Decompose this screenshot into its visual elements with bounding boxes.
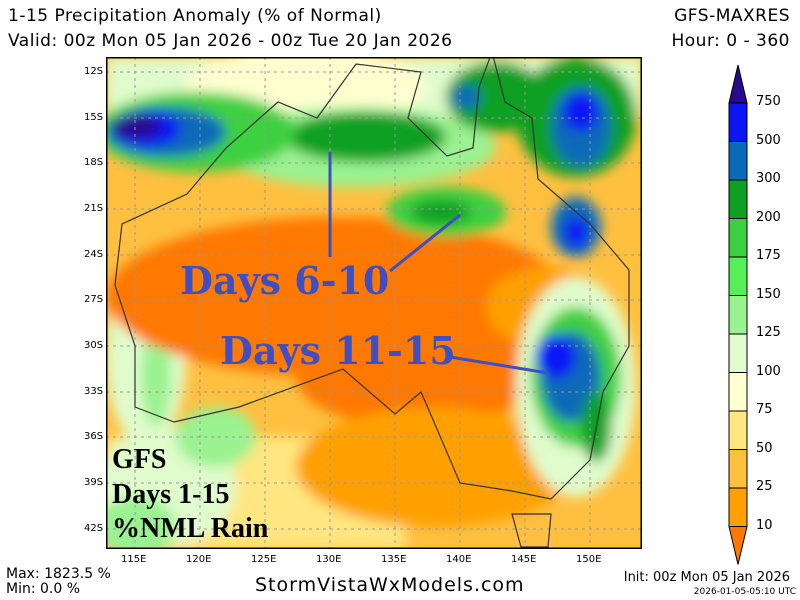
colorbar-segment bbox=[728, 410, 748, 450]
lon-tick: 140E bbox=[446, 554, 472, 565]
init-time: Init: 00z Mon 05 Jan 2026 bbox=[623, 570, 790, 585]
colorbar-label: 125 bbox=[756, 325, 781, 340]
lon-tick: 130E bbox=[316, 554, 342, 565]
lon-tick: 135E bbox=[381, 554, 407, 565]
model-name: GFS-MAXRES bbox=[674, 6, 790, 26]
tasmania-coastline bbox=[511, 513, 552, 548]
overlay-model-label: GFS bbox=[112, 444, 167, 475]
lat-tick: 21S bbox=[84, 203, 104, 214]
site-watermark: StormVistaWxModels.com bbox=[255, 574, 525, 596]
lat-tick: 42S bbox=[84, 523, 104, 534]
colorbar-segment bbox=[728, 333, 748, 373]
colorbar-segment bbox=[728, 179, 748, 219]
colorbar-bottom-arrow bbox=[728, 526, 748, 565]
lat-tick: 24S bbox=[84, 249, 104, 260]
colorbar-label: 50 bbox=[756, 440, 773, 456]
colorbar-label: 500 bbox=[756, 132, 781, 148]
valid-period: Valid: 00z Mon 05 Jan 2026 - 00z Tue 20 … bbox=[8, 31, 453, 51]
colorbar-segment bbox=[728, 372, 748, 412]
lat-tick: 27S bbox=[84, 294, 104, 305]
lat-tick: 15S bbox=[84, 112, 104, 123]
lat-tick: 36S bbox=[84, 431, 104, 442]
lon-tick: 145E bbox=[511, 554, 537, 565]
colorbar-label: 100 bbox=[756, 363, 781, 379]
lat-tick: 33S bbox=[84, 386, 104, 397]
colorbar-label: 25 bbox=[756, 479, 773, 494]
colorbar-segment bbox=[728, 449, 748, 489]
lat-tick: 30S bbox=[84, 340, 104, 351]
australia-coastline bbox=[114, 57, 630, 500]
colorbar-segment bbox=[728, 102, 748, 142]
generated-timestamp: 2026-01-05-05:10 UTC bbox=[693, 587, 796, 597]
colorbar-label: 10 bbox=[756, 517, 773, 533]
colorbar-label: 75 bbox=[756, 402, 773, 417]
colorbar-label: 175 bbox=[756, 248, 781, 263]
max-value: Max: 1823.5 % bbox=[6, 566, 111, 582]
overlay-period-label: Days 1-15 bbox=[112, 479, 230, 510]
overlay-variable-label: %NML Rain bbox=[112, 513, 269, 544]
graticule bbox=[106, 57, 642, 549]
colorbar-segment bbox=[728, 256, 748, 296]
colorbar bbox=[728, 64, 748, 565]
lat-tick: 18S bbox=[84, 157, 104, 168]
days-11-15-label: Days 11-15 bbox=[220, 328, 456, 373]
min-value: Min: 0.0 % bbox=[6, 581, 81, 597]
colorbar-segment bbox=[728, 218, 748, 258]
colorbar-segment bbox=[728, 141, 748, 181]
colorbar-segment bbox=[728, 487, 748, 527]
colorbar-label: 300 bbox=[756, 171, 781, 186]
colorbar-label: 750 bbox=[756, 94, 781, 109]
lat-tick: 12S bbox=[84, 66, 104, 77]
lat-tick: 39S bbox=[84, 477, 104, 488]
colorbar-segment bbox=[728, 295, 748, 335]
annotation-pointers bbox=[328, 152, 549, 375]
lon-tick: 120E bbox=[186, 554, 212, 565]
lon-tick: 125E bbox=[251, 554, 277, 565]
chart-title: 1-15 Precipitation Anomaly (% of Normal) bbox=[8, 6, 382, 26]
precip-anomaly-map bbox=[106, 57, 642, 549]
colorbar-label: 150 bbox=[756, 286, 781, 302]
anomaly-field bbox=[106, 57, 642, 549]
forecast-hours: Hour: 0 - 360 bbox=[671, 31, 790, 51]
days-6-10-label: Days 6-10 bbox=[180, 258, 390, 303]
colorbar-top-arrow bbox=[728, 64, 748, 104]
colorbar-label: 200 bbox=[756, 209, 781, 225]
lon-tick: 150E bbox=[576, 554, 602, 565]
lon-tick: 115E bbox=[121, 554, 147, 565]
